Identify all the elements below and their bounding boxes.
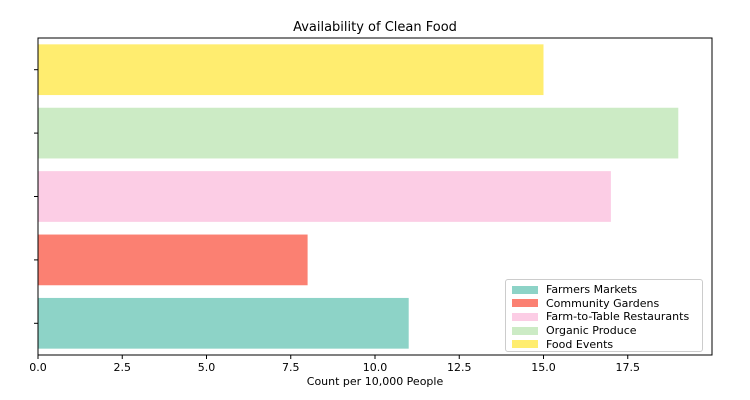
legend-label: Food Events xyxy=(546,337,614,351)
legend-label: Farmers Markets xyxy=(546,283,638,297)
bar-farm-to-table-restaurants xyxy=(38,171,611,222)
axis-ticks: 0.0 2.5 5.0 7.5 10.0 12.5 15.0 17.5 xyxy=(29,69,641,374)
legend-swatch xyxy=(512,312,538,321)
chart-legend: Farmers Markets Community Gardens Farm-to-… xyxy=(505,279,703,352)
chart-title: Availability of Clean Food xyxy=(293,20,457,35)
x-tick-label: 2.5 xyxy=(114,361,132,374)
legend-swatch xyxy=(512,326,538,335)
legend-swatch xyxy=(512,340,538,349)
bar-community-gardens xyxy=(38,234,308,286)
x-tick-label: 0.0 xyxy=(29,361,47,374)
bar-farmers-markets xyxy=(38,297,409,349)
x-tick-label: 12.5 xyxy=(447,361,472,374)
x-tick-label: 7.5 xyxy=(282,361,300,374)
legend-item: Farmers Markets xyxy=(512,283,696,297)
x-tick-label: 5.0 xyxy=(198,361,216,374)
legend-item: Farm-to-Table Restaurants xyxy=(512,310,696,324)
bar-organic-produce xyxy=(38,107,679,159)
legend-label: Organic Produce xyxy=(546,324,637,338)
legend-item: Organic Produce xyxy=(512,324,696,338)
x-tick-label: 10.0 xyxy=(363,361,388,374)
legend-item: Community Gardens xyxy=(512,297,696,311)
bar-food-events xyxy=(38,44,544,96)
legend-swatch xyxy=(512,285,538,294)
legend-item: Food Events xyxy=(512,337,696,351)
x-axis-label: Count per 10,000 People xyxy=(307,375,444,388)
x-tick-label: 15.0 xyxy=(531,361,556,374)
legend-label: Community Gardens xyxy=(546,296,660,310)
legend-swatch xyxy=(512,299,538,308)
legend-label: Farm-to-Table Restaurants xyxy=(546,310,690,324)
bars-group xyxy=(38,44,679,349)
x-tick-label: 17.5 xyxy=(616,361,641,374)
